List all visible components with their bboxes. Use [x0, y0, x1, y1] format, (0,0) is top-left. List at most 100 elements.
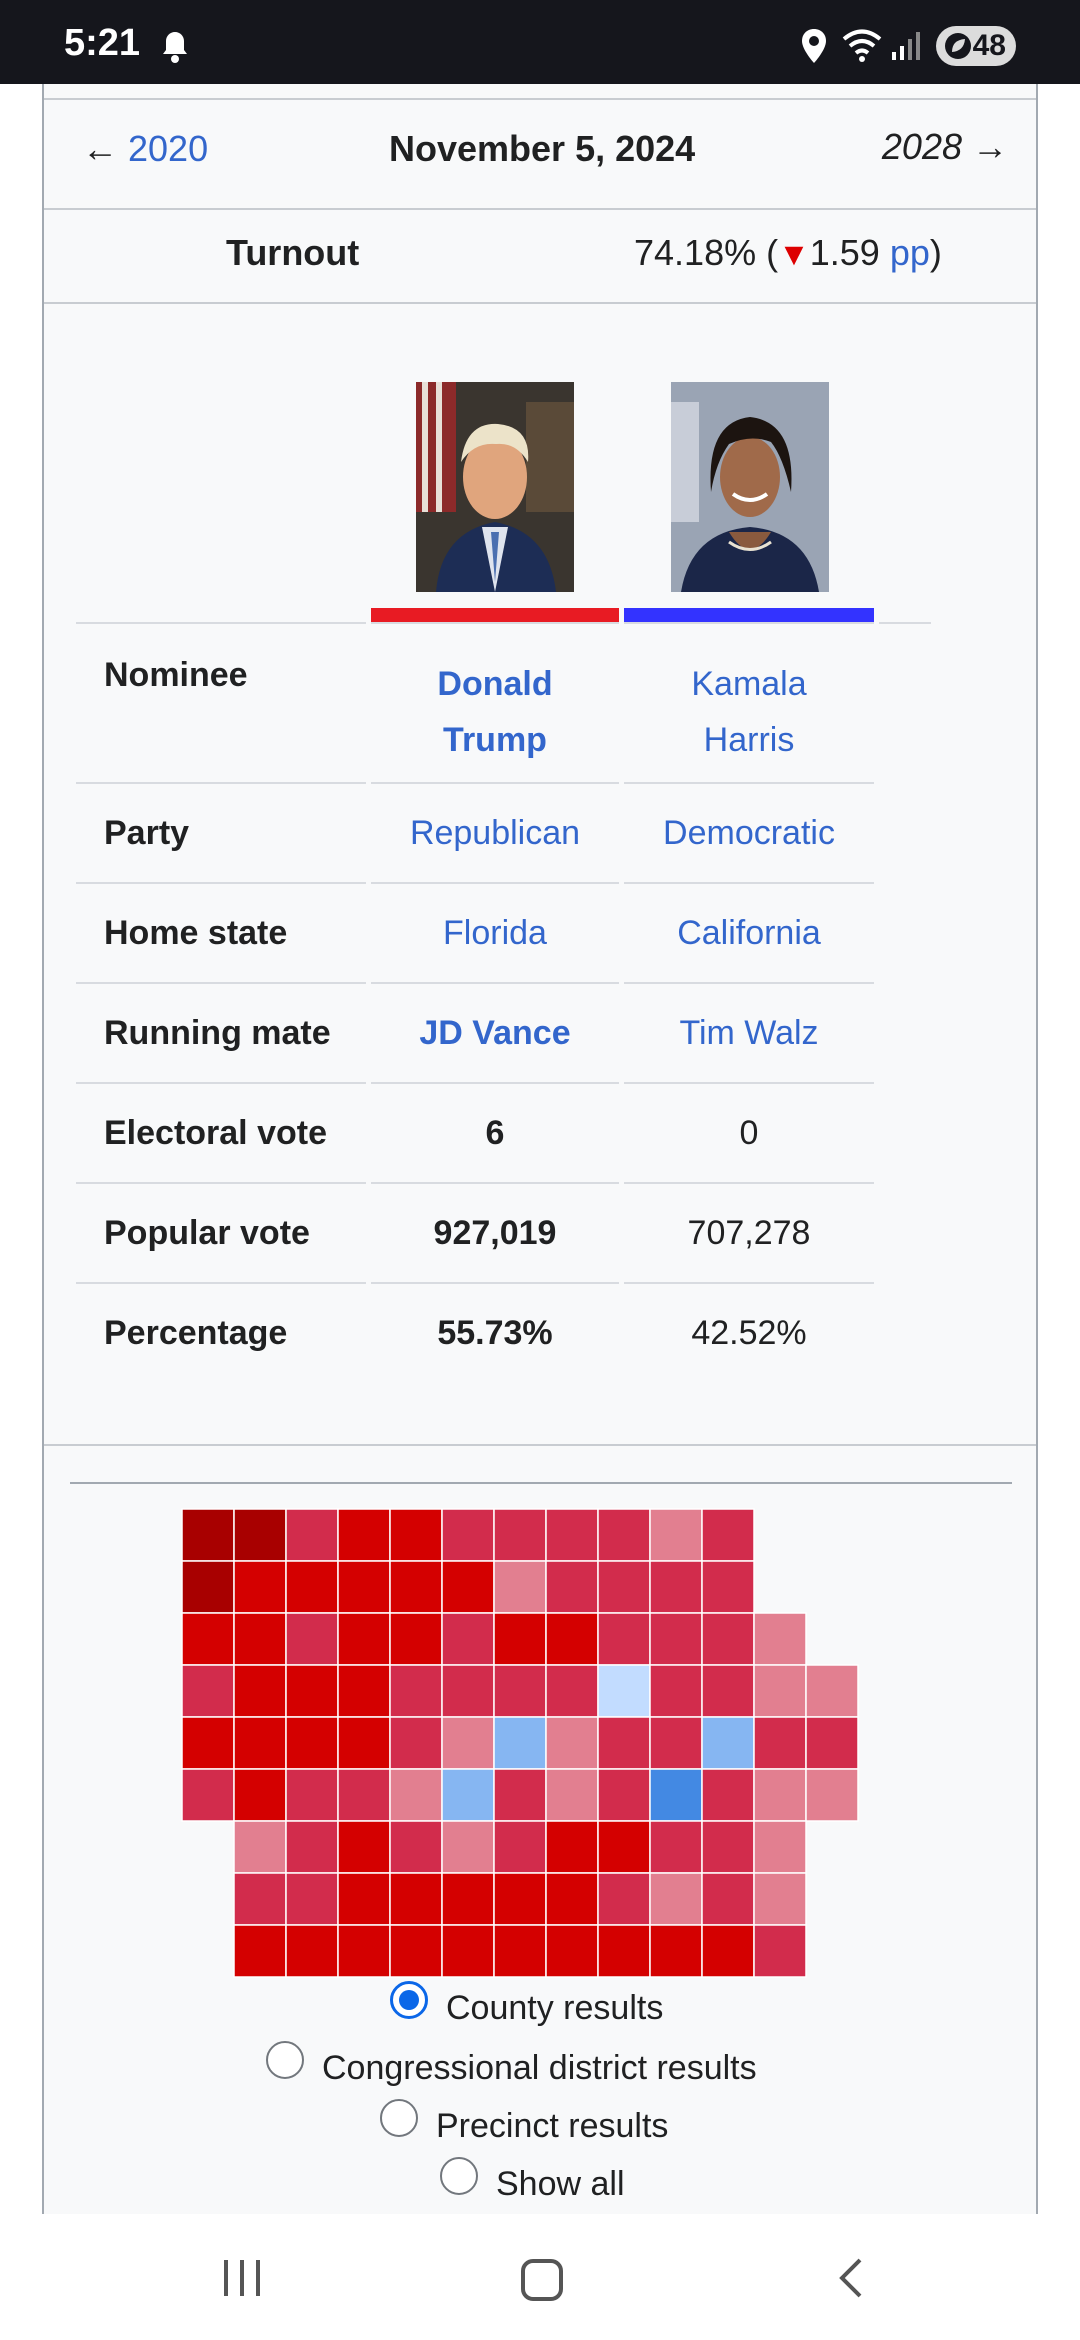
county-results-radio[interactable] — [390, 1981, 428, 2020]
candidate-b-running-mate-link[interactable]: Tim Walz — [624, 982, 874, 1082]
candidate-a-name-link[interactable]: Donald Trump — [371, 622, 619, 782]
precinct-results-option[interactable]: Precinct results — [380, 2099, 668, 2150]
county-shape — [441, 1820, 495, 1874]
candidate-b-home-state-link[interactable]: California — [624, 882, 874, 982]
county-shape — [545, 1560, 599, 1614]
county-shape — [597, 1664, 651, 1718]
county-shape — [649, 1508, 703, 1562]
county-shape — [545, 1612, 599, 1666]
percentage-points-link[interactable]: pp — [889, 232, 930, 273]
county-shape — [701, 1560, 755, 1614]
candidate-b-party-link[interactable]: Democratic — [624, 782, 874, 882]
candidate-a-percentage: 55.73% — [371, 1282, 619, 1382]
county-shape — [181, 1716, 235, 1770]
county-results-label: County results — [446, 1989, 664, 2027]
county-shape — [597, 1924, 651, 1978]
congressional-results-option[interactable]: Congressional district results — [266, 2041, 757, 2092]
county-shape — [181, 1768, 235, 1822]
county-shape — [597, 1612, 651, 1666]
county-shape — [181, 1508, 235, 1562]
county-shape — [389, 1820, 443, 1874]
battery-icon: 48 — [936, 26, 1016, 66]
county-results-option[interactable]: County results — [390, 1981, 664, 2032]
turnout-value: 74.18% (▼1.59 pp) — [634, 232, 942, 274]
election-date: November 5, 2024 — [389, 128, 696, 169]
county-shape — [181, 1612, 235, 1666]
percentage-row: Percentage 55.73% 42.52% — [76, 1282, 976, 1382]
map-top-rule — [70, 1482, 1012, 1484]
county-shape — [701, 1612, 755, 1666]
county-shape — [285, 1872, 339, 1926]
county-shape — [493, 1664, 547, 1718]
show-all-radio[interactable] — [440, 2157, 478, 2196]
county-shape — [597, 1872, 651, 1926]
county-shape — [233, 1872, 287, 1926]
county-shape — [701, 1716, 755, 1770]
county-shape — [649, 1820, 703, 1874]
precinct-results-radio[interactable] — [380, 2099, 418, 2138]
county-shape — [337, 1924, 391, 1978]
candidate-b-percentage: 42.52% — [624, 1282, 874, 1382]
candidate-a-home-state-link[interactable]: Florida — [371, 882, 619, 982]
wifi-icon — [842, 29, 882, 62]
back-icon[interactable] — [830, 2256, 874, 2300]
county-shape — [545, 1716, 599, 1770]
candidate-a-first-name: Donald — [437, 665, 553, 703]
county-shape — [493, 1508, 547, 1562]
county-shape — [545, 1664, 599, 1718]
county-shape — [233, 1768, 287, 1822]
electoral-vote-row: Electoral vote 6 0 — [76, 1082, 976, 1182]
county-shape — [597, 1560, 651, 1614]
county-shape — [545, 1768, 599, 1822]
county-shape — [441, 1664, 495, 1718]
recent-apps-icon[interactable] — [220, 2256, 264, 2300]
county-shape — [493, 1560, 547, 1614]
candidate-a-last-name: Trump — [443, 721, 547, 759]
county-shape — [233, 1612, 287, 1666]
county-shape — [389, 1872, 443, 1926]
candidate-b-portrait[interactable] — [671, 382, 829, 592]
candidate-a-party-link[interactable]: Republican — [371, 782, 619, 882]
county-shape — [337, 1872, 391, 1926]
county-shape — [233, 1716, 287, 1770]
county-shape — [285, 1820, 339, 1874]
county-shape — [805, 1768, 859, 1822]
congressional-results-label: Congressional district results — [322, 2049, 757, 2087]
candidate-a-running-mate-link[interactable]: JD Vance — [371, 982, 619, 1082]
county-shape — [597, 1508, 651, 1562]
county-shape — [389, 1612, 443, 1666]
county-shape — [181, 1560, 235, 1614]
home-icon[interactable] — [520, 2258, 564, 2302]
show-all-option[interactable]: Show all — [440, 2157, 625, 2208]
candidate-b-name-link[interactable]: Kamala Harris — [624, 622, 874, 782]
county-shape — [441, 1768, 495, 1822]
county-shape — [649, 1560, 703, 1614]
running-mate-label: Running mate — [76, 982, 366, 1082]
turnout-close: ) — [929, 232, 942, 273]
previous-election-link[interactable]: ← 2020 — [82, 128, 208, 170]
candidate-a-portrait[interactable] — [416, 382, 574, 592]
county-shape — [441, 1560, 495, 1614]
nominee-label: Nominee — [76, 622, 366, 782]
county-shape — [337, 1560, 391, 1614]
county-shape — [181, 1664, 235, 1718]
county-shape — [493, 1872, 547, 1926]
county-shape — [233, 1924, 287, 1978]
county-shape — [701, 1820, 755, 1874]
county-shape — [649, 1924, 703, 1978]
democratic-party-color-bar — [624, 608, 874, 622]
county-shape — [545, 1872, 599, 1926]
county-shape — [389, 1716, 443, 1770]
county-shape — [493, 1820, 547, 1874]
county-shape — [753, 1820, 807, 1874]
section-divider — [44, 1444, 1036, 1446]
county-shape — [441, 1872, 495, 1926]
county-results-map[interactable] — [174, 1504, 954, 1984]
county-shape — [285, 1612, 339, 1666]
county-shape — [285, 1716, 339, 1770]
home-state-label: Home state — [76, 882, 366, 982]
battery-saver-leaf-icon — [945, 33, 971, 59]
congressional-results-radio[interactable] — [266, 2041, 304, 2080]
nominee-row: Nominee Donald Trump Kamala Harris — [76, 622, 976, 782]
bell-icon — [163, 32, 187, 63]
